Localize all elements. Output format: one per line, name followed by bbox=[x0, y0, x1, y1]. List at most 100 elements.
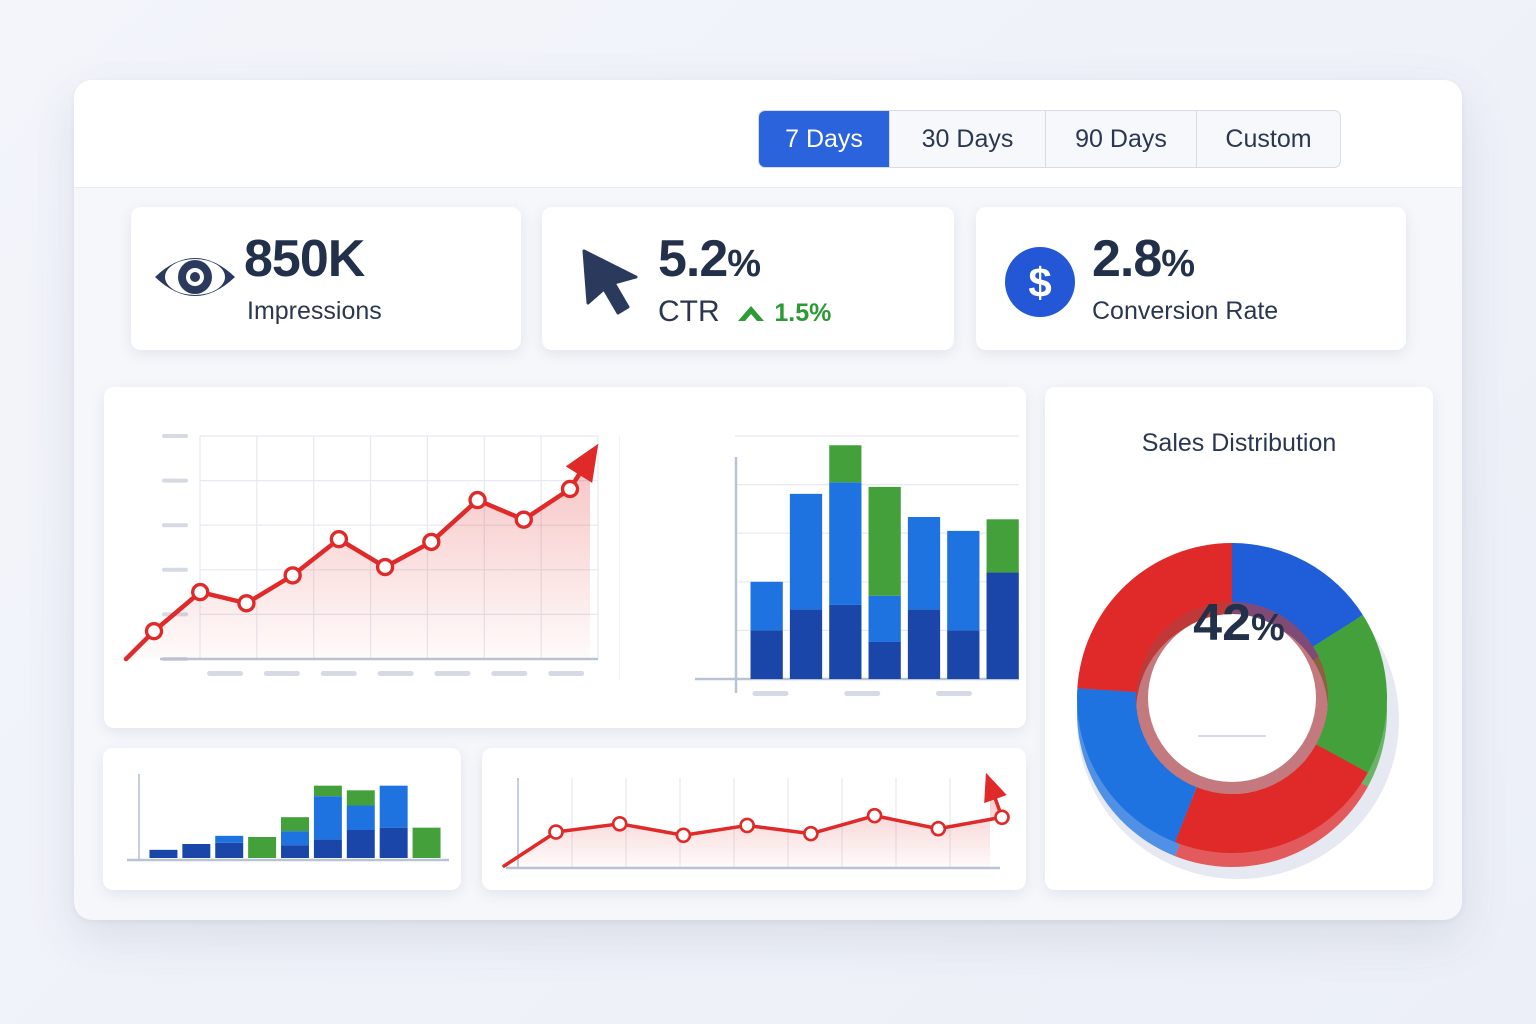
data-point bbox=[144, 621, 164, 641]
axis-label-placeholder bbox=[377, 671, 414, 676]
bar-segment bbox=[149, 849, 178, 858]
data-point bbox=[611, 816, 628, 832]
data-point bbox=[739, 817, 755, 834]
bar-segment bbox=[789, 493, 823, 610]
bar-segment bbox=[313, 839, 342, 858]
bar-segment bbox=[379, 827, 408, 858]
conversion-value: 2.8% bbox=[1092, 230, 1195, 288]
dashboard-panel: 7 Days 30 Days 90 Days Custom 850K Impre… bbox=[74, 80, 1462, 920]
data-point bbox=[329, 529, 349, 549]
tab-30-days[interactable]: 30 Days bbox=[890, 111, 1046, 167]
data-point bbox=[548, 824, 564, 840]
sales-distribution-title: Sales Distribution bbox=[1141, 429, 1337, 457]
bar-segment bbox=[412, 827, 441, 858]
axis-label-placeholder bbox=[263, 671, 300, 676]
cursor-icon bbox=[582, 249, 638, 315]
line-area-fill bbox=[504, 784, 1002, 868]
top-bar: 7 Days 30 Days 90 Days Custom bbox=[74, 80, 1462, 188]
axis-label-placeholder bbox=[844, 691, 881, 696]
donut-slice bbox=[1077, 543, 1232, 692]
bar-segment bbox=[750, 630, 783, 679]
date-range-selector: 7 Days 30 Days 90 Days Custom bbox=[758, 110, 1341, 168]
axis-label-placeholder bbox=[491, 671, 528, 676]
data-point bbox=[930, 820, 947, 837]
small-bar-chart bbox=[127, 774, 449, 862]
axis-tick-placeholder bbox=[162, 567, 188, 572]
data-point bbox=[675, 827, 692, 844]
bar-segment bbox=[281, 831, 309, 846]
axis-tick-placeholder bbox=[162, 523, 188, 528]
trend-arrow-head bbox=[984, 772, 1007, 804]
ctr-delta: 1.5% bbox=[774, 299, 832, 327]
bar-segment bbox=[829, 482, 862, 605]
bar-segment bbox=[868, 595, 901, 642]
ctr-label-row: CTR 1.5% bbox=[658, 295, 831, 329]
tab-7-days[interactable]: 7 Days bbox=[759, 111, 890, 167]
bar-segment bbox=[248, 837, 277, 858]
bar-segment bbox=[829, 445, 862, 483]
trend-arrow-head bbox=[565, 443, 599, 483]
svg-text:$: $ bbox=[1028, 259, 1051, 306]
kpi-card-ctr: 5.2% CTR 1.5% bbox=[542, 207, 954, 350]
bar-segment bbox=[750, 581, 783, 631]
sales-distribution-card: Sales Distribution 42% bbox=[1045, 387, 1433, 890]
series-line bbox=[502, 782, 1004, 868]
data-point bbox=[191, 582, 210, 602]
bar-segment bbox=[947, 630, 980, 679]
line-area-fill bbox=[126, 457, 590, 659]
axis-label-placeholder bbox=[320, 671, 357, 676]
bar-segment bbox=[281, 845, 309, 858]
axis-label-placeholder bbox=[548, 671, 585, 676]
bar-segment bbox=[182, 844, 211, 858]
line-chart-growth bbox=[123, 434, 599, 676]
bar-segment bbox=[215, 842, 244, 858]
small-line-chart-card bbox=[482, 748, 1026, 890]
axis-label-placeholder bbox=[207, 671, 244, 676]
ctr-value: 5.2% bbox=[658, 230, 761, 288]
bar-segment bbox=[346, 830, 375, 858]
axis-label-placeholder bbox=[752, 691, 789, 696]
axis-label-placeholder bbox=[434, 671, 471, 676]
ctr-label: CTR bbox=[658, 295, 720, 328]
axis-tick-placeholder bbox=[162, 434, 188, 438]
data-point bbox=[560, 479, 580, 499]
dollar-icon: $ bbox=[1005, 247, 1075, 317]
kpi-card-conversion: $ 2.8% Conversion Rate bbox=[976, 207, 1406, 350]
kpi-card-impressions: 850K Impressions bbox=[131, 207, 521, 350]
data-point bbox=[514, 510, 533, 529]
main-charts-card bbox=[104, 387, 1026, 728]
donut-slice bbox=[1077, 688, 1197, 843]
impressions-value: 850K bbox=[244, 230, 365, 288]
bar-segment bbox=[868, 641, 901, 679]
bar-segment bbox=[313, 796, 342, 840]
bar-segment bbox=[379, 785, 408, 828]
bar-segment bbox=[986, 519, 1019, 573]
data-point bbox=[994, 809, 1010, 826]
data-point bbox=[803, 825, 819, 842]
small-line-chart bbox=[502, 772, 1010, 870]
small-bar-chart-card bbox=[103, 748, 461, 890]
donut-slice bbox=[1232, 543, 1363, 647]
tab-custom[interactable]: Custom bbox=[1225, 124, 1312, 153]
bar-segment bbox=[789, 609, 823, 679]
data-point bbox=[375, 557, 395, 577]
axis-label-placeholder bbox=[936, 691, 973, 696]
bar-segment bbox=[947, 530, 980, 631]
tab-90-days[interactable]: 90 Days bbox=[1046, 111, 1197, 167]
data-point bbox=[283, 566, 302, 585]
bar-segment bbox=[346, 790, 375, 806]
bar-segment bbox=[829, 604, 862, 679]
bar-segment bbox=[346, 805, 375, 830]
donut-center-value: 42% bbox=[1193, 594, 1285, 652]
bar-chart-stacked bbox=[619, 435, 1019, 696]
data-point bbox=[237, 594, 256, 613]
donut-hole bbox=[1148, 614, 1316, 782]
donut-slice bbox=[1313, 614, 1387, 773]
data-point bbox=[468, 490, 487, 510]
donut-chart bbox=[1077, 543, 1399, 879]
bar-segment bbox=[986, 572, 1019, 679]
bar-segment bbox=[907, 517, 941, 610]
data-point bbox=[422, 532, 441, 552]
bar-segment bbox=[313, 785, 342, 797]
conversion-label: Conversion Rate bbox=[1092, 297, 1279, 325]
